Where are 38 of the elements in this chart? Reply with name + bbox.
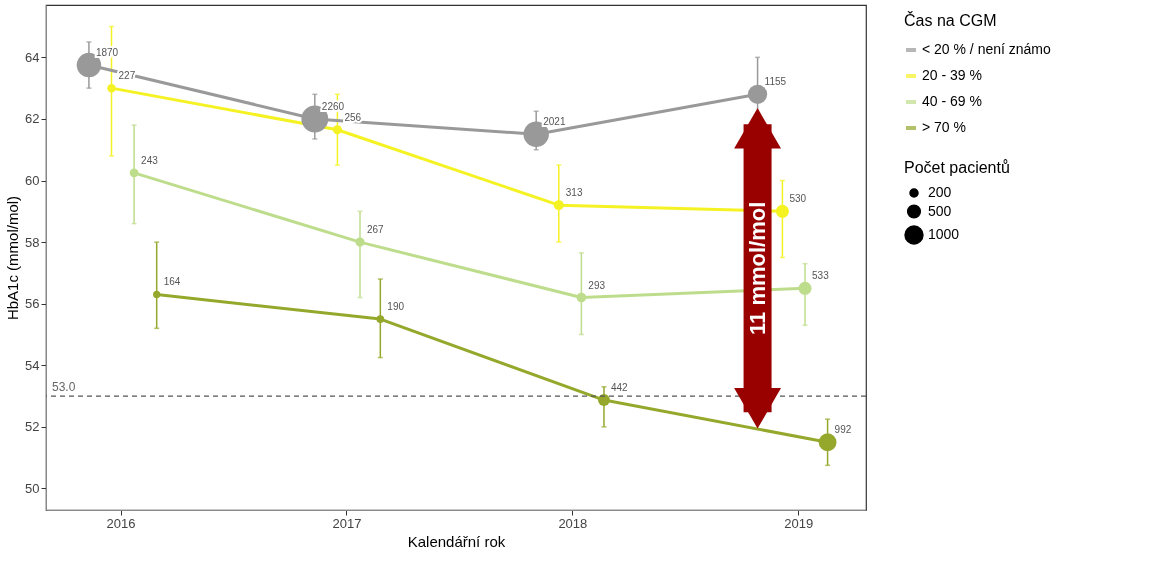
legend-label: 20 - 39 % (922, 67, 982, 83)
data-label: 533 (812, 270, 830, 282)
x-tick-label: 2019 (784, 515, 814, 531)
data-label: 313 (565, 187, 583, 199)
legend-label: 200 (928, 184, 952, 200)
legend-label: 1000 (928, 226, 960, 242)
legend-label: > 70 % (922, 119, 966, 135)
legend-label: 500 (928, 202, 952, 219)
data-label: 992 (834, 424, 852, 436)
text: Počet pacientů (904, 159, 1010, 176)
annotation: 11 mmol/mol (744, 201, 770, 335)
x-tick-label: 2017 (332, 515, 362, 531)
y-tick-label: 62 (25, 111, 40, 127)
x-axis-title: Kalendářní rok (407, 532, 506, 550)
data-label: 256 (344, 111, 362, 123)
y-tick-label: 58 (25, 234, 40, 250)
data-label: 190 (387, 301, 405, 313)
y-tick-label: 50 (25, 480, 40, 496)
y-axis-title: HbA1c (mmol/mol) (4, 195, 22, 321)
legend-label: < 20 % / není známo (922, 41, 1052, 57)
text: Čas na CGM (904, 12, 997, 29)
y-tick-label: 64 (25, 49, 40, 65)
legend-label: 40 - 69 % (922, 93, 982, 109)
data-label: 293 (588, 279, 606, 291)
data-label: 442 (610, 382, 629, 394)
data-label: 2021 (543, 116, 566, 128)
data-label: 164 (163, 276, 181, 288)
y-tick-label: 54 (25, 357, 40, 373)
data-label: 267 (366, 224, 385, 236)
data-label: 243 (141, 154, 159, 166)
x-tick-label: 2016 (106, 515, 136, 531)
y-tick-label: 60 (25, 173, 40, 189)
data-label: 1155 (764, 76, 787, 88)
y-tick-label: 56 (25, 296, 40, 312)
x-tick-label: 2018 (558, 515, 588, 531)
ref-line-label: 53.0 (52, 380, 76, 395)
y-tick-label: 52 (25, 419, 40, 435)
data-label: 530 (789, 193, 807, 205)
